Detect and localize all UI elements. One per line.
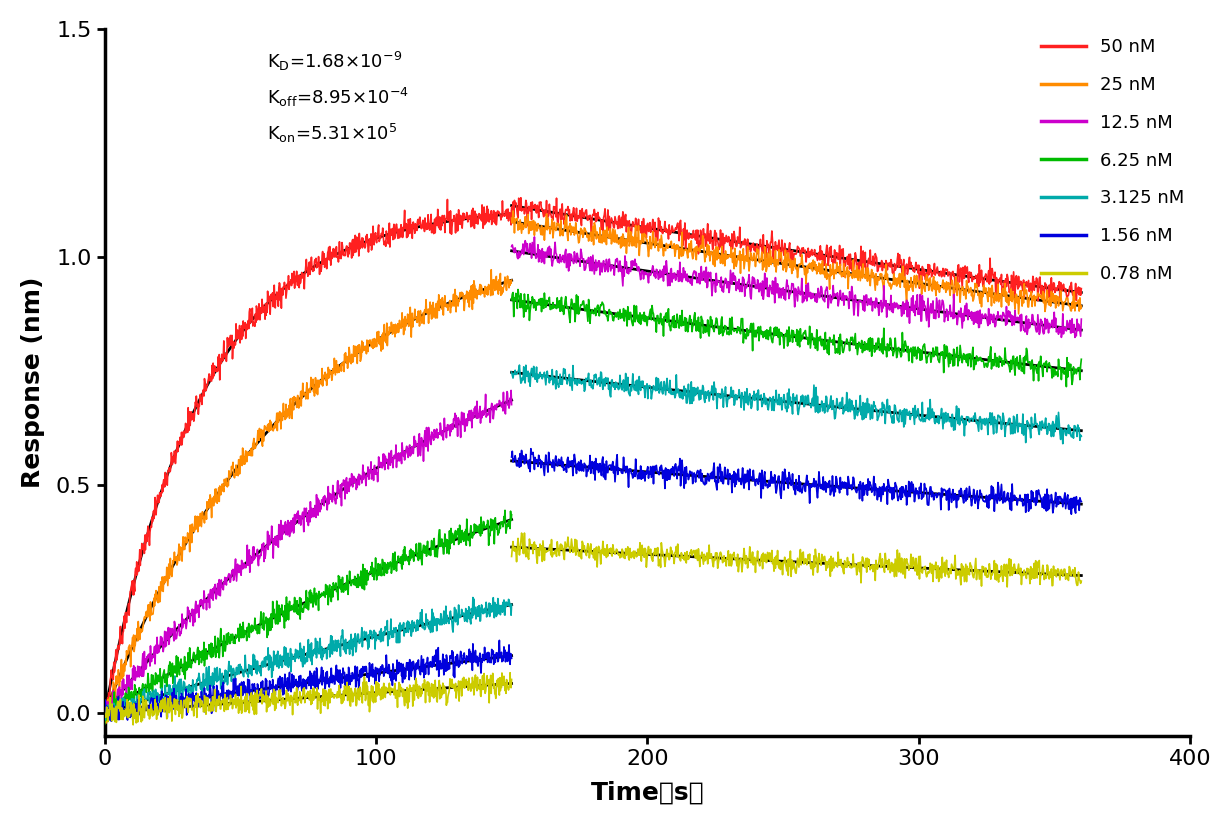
X-axis label: Time（s）: Time（s）	[590, 780, 703, 804]
Y-axis label: Response (nm): Response (nm)	[21, 276, 44, 488]
Legend: 50 nM, 25 nM, 12.5 nM, 6.25 nM, 3.125 nM, 1.56 nM, 0.78 nM: 50 nM, 25 nM, 12.5 nM, 6.25 nM, 3.125 nM…	[1034, 31, 1191, 290]
Text: $\mathregular{K_D}$=1.68×10$^{-9}$
$\mathregular{K_{off}}$=8.95×10$^{-4}$
$\math: $\mathregular{K_D}$=1.68×10$^{-9}$ $\mat…	[267, 50, 409, 144]
